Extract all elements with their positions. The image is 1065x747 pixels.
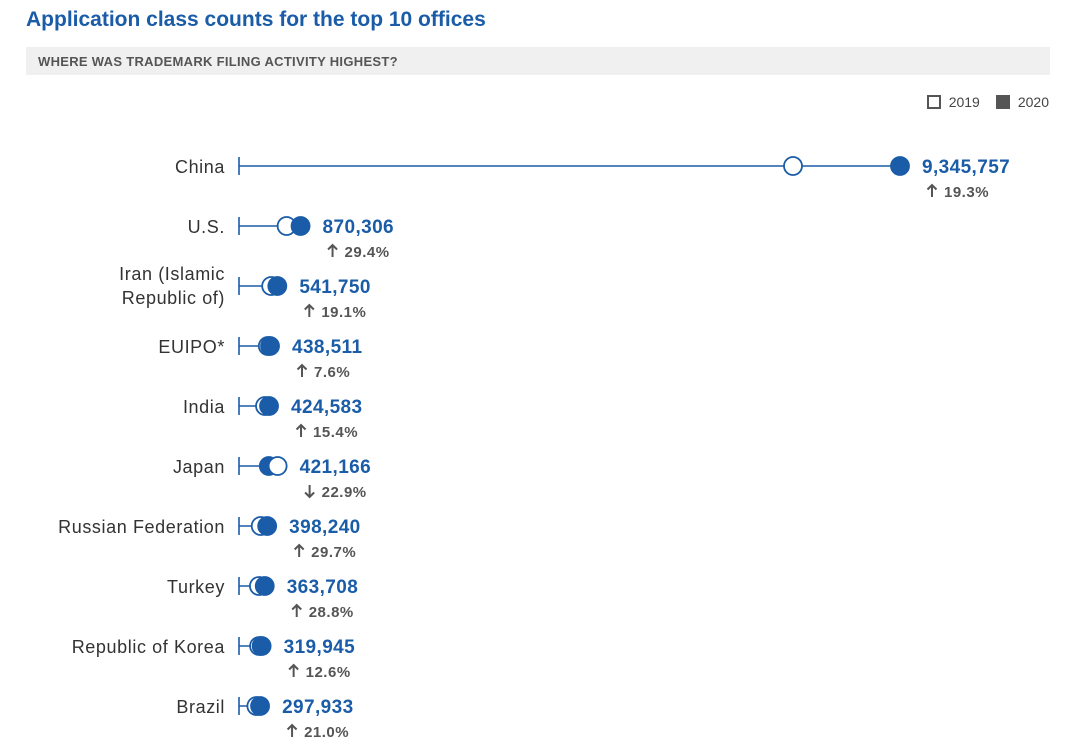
dot-2020 — [267, 276, 288, 296]
category-label: Japan — [173, 457, 225, 477]
value-label: 398,240 — [289, 517, 360, 538]
dot-2020 — [259, 396, 279, 416]
value-label: 438,511 — [292, 337, 362, 358]
change-label: 15.4% — [313, 424, 358, 441]
arrow-up-head — [293, 543, 305, 551]
chart-title: Application class counts for the top 10 … — [26, 8, 486, 31]
category-label: Republic of) — [122, 288, 225, 308]
arrow-up-head — [291, 603, 302, 611]
value-label: 870,306 — [323, 217, 394, 238]
change-label: 28.8% — [309, 604, 354, 621]
dot-2020 — [254, 576, 275, 596]
value-label: 424,583 — [291, 397, 362, 418]
arrow-down-head — [304, 491, 315, 499]
dot-2020 — [257, 516, 278, 536]
dot-2020 — [290, 216, 311, 236]
change-label: 12.6% — [306, 664, 351, 681]
arrow-up-head — [304, 303, 315, 311]
dot-2020 — [260, 336, 280, 356]
arrow-up-head — [286, 723, 298, 731]
category-label: India — [183, 397, 225, 417]
value-label: 319,945 — [284, 637, 356, 658]
arrow-up-head — [295, 423, 307, 431]
dot-2019 — [783, 156, 803, 176]
category-label: Republic of Korea — [72, 637, 226, 657]
category-label: China — [175, 157, 225, 177]
category-label: U.S. — [188, 217, 225, 237]
legend-item-2020: 2020 — [995, 94, 1049, 110]
legend-swatch-hollow — [926, 95, 941, 109]
category-label: Turkey — [167, 577, 225, 597]
legend-label-2020: 2020 — [1017, 94, 1049, 110]
dot-2019 — [267, 456, 288, 476]
category-label: EUIPO* — [158, 337, 225, 357]
value-label: 421,166 — [300, 457, 371, 478]
arrow-up-head — [296, 363, 308, 371]
change-label: 22.9% — [322, 484, 367, 501]
change-label: 29.4% — [345, 244, 390, 261]
value-label: 9,345,757 — [922, 157, 1010, 178]
change-label: 19.1% — [321, 304, 366, 321]
change-label: 19.3% — [944, 184, 989, 201]
change-label: 7.6% — [314, 364, 350, 381]
category-label: Brazil — [176, 697, 225, 717]
legend-item-2019: 2019 — [926, 94, 980, 110]
arrow-up-head — [327, 243, 338, 251]
chart-subtitle: WHERE WAS TRADEMARK FILING ACTIVITY HIGH… — [38, 54, 398, 69]
subtitle-bar: WHERE WAS TRADEMARK FILING ACTIVITY HIGH… — [26, 47, 1050, 75]
arrow-up-head — [288, 663, 299, 671]
category-label: Russian Federation — [58, 517, 225, 537]
legend-swatch-filled — [995, 95, 1010, 109]
change-label: 21.0% — [304, 724, 349, 741]
change-label: 29.7% — [311, 544, 356, 561]
value-label: 363,708 — [287, 577, 358, 598]
category-label: Iran (Islamic — [119, 264, 225, 284]
value-label: 297,933 — [282, 697, 353, 718]
legend: 2019 2020 — [911, 94, 1049, 110]
legend-label-2019: 2019 — [948, 94, 980, 110]
dot-2020 — [890, 156, 910, 176]
dot-2020 — [251, 636, 272, 656]
dot-2020 — [250, 696, 270, 716]
arrow-up-head — [926, 183, 938, 191]
value-label: 541,750 — [299, 277, 370, 298]
